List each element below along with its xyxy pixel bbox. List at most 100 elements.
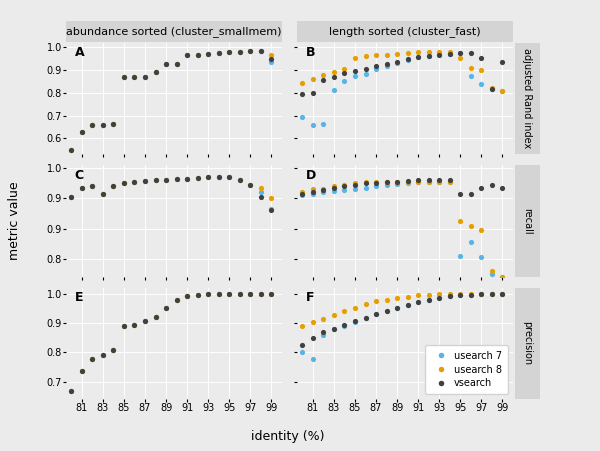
Point [350, 73, 360, 80]
Point [403, 293, 412, 300]
Point [130, 178, 139, 185]
Point [245, 182, 255, 189]
Point [340, 182, 349, 189]
Point [466, 291, 476, 299]
Text: E: E [74, 291, 83, 304]
Point [403, 49, 412, 56]
Point [119, 74, 129, 81]
Point [298, 189, 307, 196]
Point [203, 50, 213, 57]
Point [487, 290, 497, 298]
Point [329, 184, 339, 191]
Point [151, 313, 160, 320]
Point [392, 59, 402, 66]
Point [371, 311, 381, 318]
Point [298, 341, 307, 349]
Point [235, 177, 245, 184]
Point [487, 86, 497, 93]
Point [98, 121, 107, 128]
Point [245, 182, 255, 189]
Point [413, 178, 423, 185]
Point [224, 174, 234, 181]
Point [140, 317, 150, 324]
Point [256, 47, 266, 55]
Point [77, 129, 86, 136]
Point [214, 174, 224, 181]
Point [193, 291, 202, 299]
Point [109, 346, 118, 354]
Point [434, 178, 444, 185]
Point [130, 74, 139, 81]
Point [214, 290, 224, 298]
Point [151, 313, 160, 320]
Point [130, 322, 139, 329]
Point [361, 180, 370, 187]
Point [224, 49, 234, 56]
Point [497, 273, 507, 280]
Point [497, 273, 507, 280]
Point [319, 76, 328, 83]
Point [403, 301, 412, 308]
Point [245, 290, 255, 297]
Point [77, 368, 86, 375]
Point [403, 55, 412, 63]
Point [256, 47, 266, 55]
Point [119, 74, 129, 81]
Point [455, 50, 465, 57]
Text: abundance sorted (cluster_smallmem): abundance sorted (cluster_smallmem) [66, 26, 282, 37]
Point [151, 68, 160, 75]
Point [172, 296, 181, 304]
Point [140, 177, 150, 184]
Point [476, 290, 486, 298]
Point [329, 325, 339, 332]
Point [487, 290, 497, 298]
Point [413, 298, 423, 305]
Point [487, 84, 497, 92]
Point [88, 121, 97, 129]
Point [434, 177, 444, 184]
Point [193, 175, 202, 182]
Point [466, 190, 476, 197]
Point [130, 178, 139, 185]
Point [266, 290, 276, 297]
Point [172, 60, 181, 67]
Point [434, 178, 444, 185]
Point [224, 290, 234, 297]
Point [88, 355, 97, 362]
Point [371, 310, 381, 317]
Point [319, 315, 328, 322]
Point [497, 290, 507, 298]
Point [434, 294, 444, 301]
Point [298, 114, 307, 121]
Point [235, 290, 245, 297]
Point [466, 238, 476, 245]
Point [413, 53, 423, 60]
Point [466, 291, 476, 299]
Point [151, 313, 160, 320]
Point [77, 368, 86, 375]
Point [245, 48, 255, 55]
Point [67, 193, 76, 200]
Point [403, 179, 412, 186]
Point [466, 222, 476, 229]
Point [151, 68, 160, 75]
Point [455, 190, 465, 197]
Point [497, 87, 507, 94]
Point [256, 193, 266, 201]
Point [413, 298, 423, 305]
Point [256, 47, 266, 55]
Text: adjusted Rand index: adjusted Rand index [523, 48, 532, 149]
Point [182, 292, 192, 299]
Point [424, 291, 434, 298]
Point [476, 54, 486, 61]
Point [319, 185, 328, 193]
Point [298, 190, 307, 197]
Point [424, 48, 434, 55]
Point [161, 60, 171, 67]
Point [245, 290, 255, 297]
Point [151, 68, 160, 75]
Point [371, 63, 381, 70]
Point [371, 178, 381, 185]
Point [245, 48, 255, 55]
Point [193, 291, 202, 299]
